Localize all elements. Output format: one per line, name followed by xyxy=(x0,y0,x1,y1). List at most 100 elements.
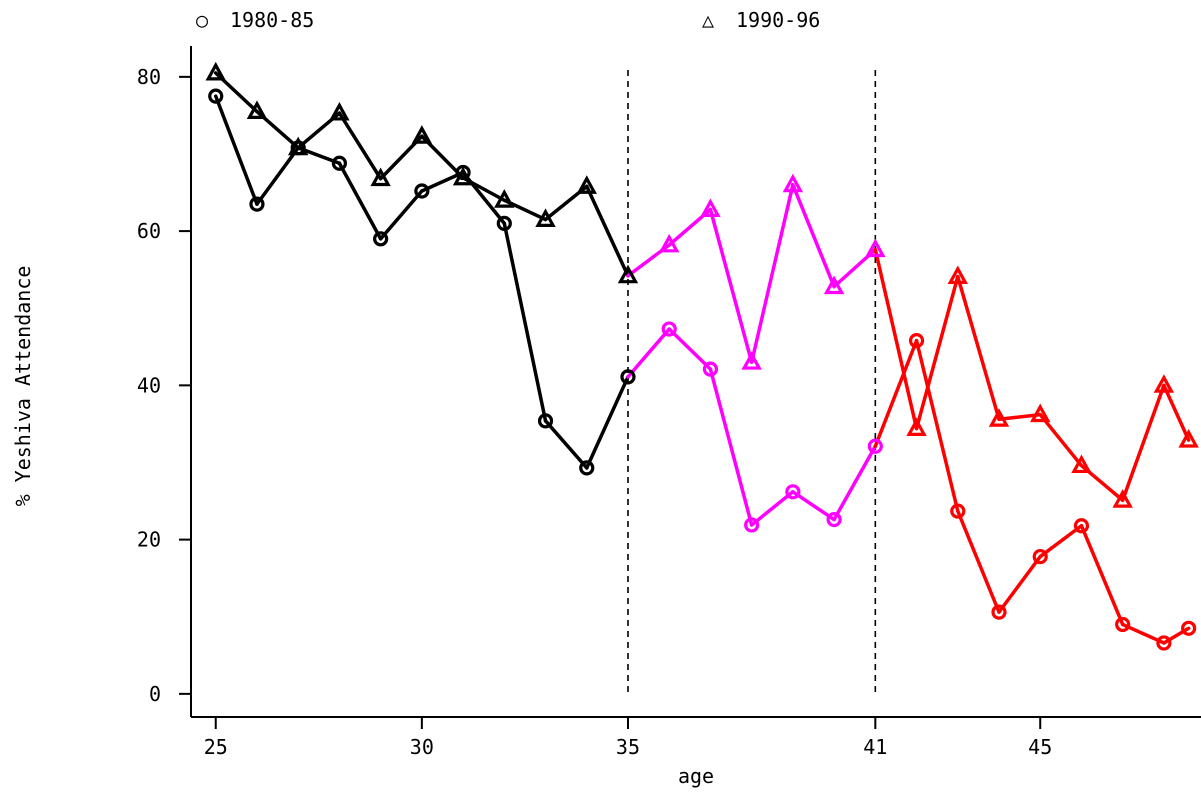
x-tick-label: 41 xyxy=(863,735,887,759)
series-line-segment-1980-85 xyxy=(543,419,589,470)
point-marker-triangle xyxy=(947,265,968,285)
point-marker-circle xyxy=(496,215,512,231)
point-marker-circle xyxy=(1073,518,1090,534)
point-marker-triangle xyxy=(1030,403,1051,423)
point-marker-circle xyxy=(1181,620,1197,636)
point-marker-triangle xyxy=(906,417,927,436)
point-marker-triangle xyxy=(1071,454,1092,474)
x-tick-label: 30 xyxy=(410,735,434,759)
legend-label-1990-96: 1990-96 xyxy=(736,8,820,32)
point-marker-circle xyxy=(1115,616,1131,633)
series-line-segment-1980-85 xyxy=(749,490,795,527)
legend: ○ 1980-85 △ 1990-96 xyxy=(196,8,820,32)
point-marker-triangle xyxy=(741,351,762,370)
point-marker-triangle xyxy=(865,238,886,258)
point-marker-triangle xyxy=(782,173,804,193)
point-marker-triangle xyxy=(370,167,391,187)
series-line-segment-1990-96 xyxy=(914,274,960,431)
point-marker-circle xyxy=(249,196,265,212)
x-tick-label: 25 xyxy=(204,735,228,759)
x-tick-label: 35 xyxy=(616,735,640,759)
series-line-segment-1990-96 xyxy=(1038,412,1084,468)
series-line-segment-1980-85 xyxy=(791,490,836,522)
point-marker-triangle xyxy=(452,166,474,186)
legend-item-1990-96: △ 1990-96 xyxy=(702,8,820,32)
series-line-segment-1990-96 xyxy=(749,183,795,364)
point-marker-circle xyxy=(579,460,595,476)
series-line-segment-1990-96 xyxy=(997,412,1042,422)
series-line-segment-1980-85 xyxy=(255,146,300,206)
series-line-segment-1990-96 xyxy=(337,111,383,181)
x-tick-label: 45 xyxy=(1028,735,1052,759)
point-marker-triangle xyxy=(700,198,721,217)
y-tick-label: 80 xyxy=(137,65,161,89)
y-tick-label: 20 xyxy=(137,528,161,552)
x-axis-title: age xyxy=(678,764,714,788)
point-marker-circle xyxy=(373,231,389,247)
point-marker-triangle xyxy=(1153,374,1175,393)
point-marker-circle xyxy=(661,321,677,337)
point-marker-circle xyxy=(414,183,430,199)
series-line-segment-1990-96 xyxy=(956,274,1001,422)
point-marker-circle xyxy=(1156,635,1172,651)
point-marker-circle xyxy=(331,155,348,171)
point-marker-triangle xyxy=(535,208,556,227)
y-tick-label: 0 xyxy=(149,682,161,706)
y-ticks: 0 20 40 60 80 xyxy=(137,65,191,706)
point-marker-triangle xyxy=(823,275,845,295)
legend-item-1980-85: ○ 1980-85 xyxy=(196,8,314,32)
point-marker-triangle xyxy=(658,233,680,253)
series-line-segment-1980-85 xyxy=(626,327,671,379)
series-line-segment-1980-85 xyxy=(337,161,383,241)
point-marker-circle xyxy=(620,369,636,385)
x-ticks: 25 30 35 41 45 xyxy=(204,717,1052,759)
point-marker-triangle xyxy=(576,175,597,194)
point-marker-circle xyxy=(208,88,224,104)
y-tick-label: 40 xyxy=(137,373,161,397)
point-marker-circle xyxy=(950,503,966,519)
series-line-segment-1980-85 xyxy=(1079,523,1125,627)
point-marker-triangle xyxy=(287,136,309,156)
y-axis-title: % Yeshiva Attendance xyxy=(11,266,35,507)
point-marker-circle xyxy=(702,361,719,377)
legend-label-1980-85: 1980-85 xyxy=(230,8,314,32)
point-marker-triangle xyxy=(1178,428,1199,448)
series-line-segment-1980-85 xyxy=(708,367,754,527)
series-markers xyxy=(205,61,1199,651)
series-line-segment-1980-85 xyxy=(667,327,713,371)
point-marker-circle xyxy=(537,413,554,429)
point-marker-triangle xyxy=(494,189,515,208)
point-marker-triangle xyxy=(411,125,433,144)
point-marker-circle xyxy=(867,438,883,454)
point-marker-circle xyxy=(991,604,1007,620)
series-line-segment-1980-85 xyxy=(585,375,630,470)
reference-lines xyxy=(627,70,877,694)
series-line-segment-1980-85 xyxy=(213,94,259,206)
point-marker-triangle xyxy=(1112,489,1133,508)
series-line-segment-1980-85 xyxy=(378,189,424,241)
point-marker-circle xyxy=(908,333,925,349)
series-line-segment-1980-85 xyxy=(997,554,1042,614)
point-marker-triangle xyxy=(205,61,226,81)
point-marker-triangle xyxy=(988,408,1010,427)
series-line-segment-1980-85 xyxy=(1038,523,1084,559)
series-line-segment-1990-96 xyxy=(585,184,630,278)
legend-symbol-circle: ○ xyxy=(196,8,208,32)
series-line-segment-1980-85 xyxy=(1162,626,1191,645)
point-marker-triangle xyxy=(617,264,639,284)
series-line-segment-1990-96 xyxy=(708,207,754,364)
series-line-segment-1980-85 xyxy=(502,221,548,423)
legend-symbol-triangle: △ xyxy=(702,8,714,32)
point-marker-triangle xyxy=(246,100,268,120)
series-line-segment-1980-85 xyxy=(956,509,1001,614)
point-marker-circle xyxy=(785,484,801,500)
series-line-segment-1990-96 xyxy=(1162,383,1191,442)
point-marker-circle xyxy=(744,517,760,533)
series-line-segment-1990-96 xyxy=(1120,383,1166,503)
point-marker-circle xyxy=(1032,548,1048,565)
y-tick-label: 60 xyxy=(137,219,161,243)
series-line-segment-1980-85 xyxy=(914,338,960,513)
point-marker-triangle xyxy=(329,101,350,121)
series-line-segment-1990-96 xyxy=(873,247,919,431)
